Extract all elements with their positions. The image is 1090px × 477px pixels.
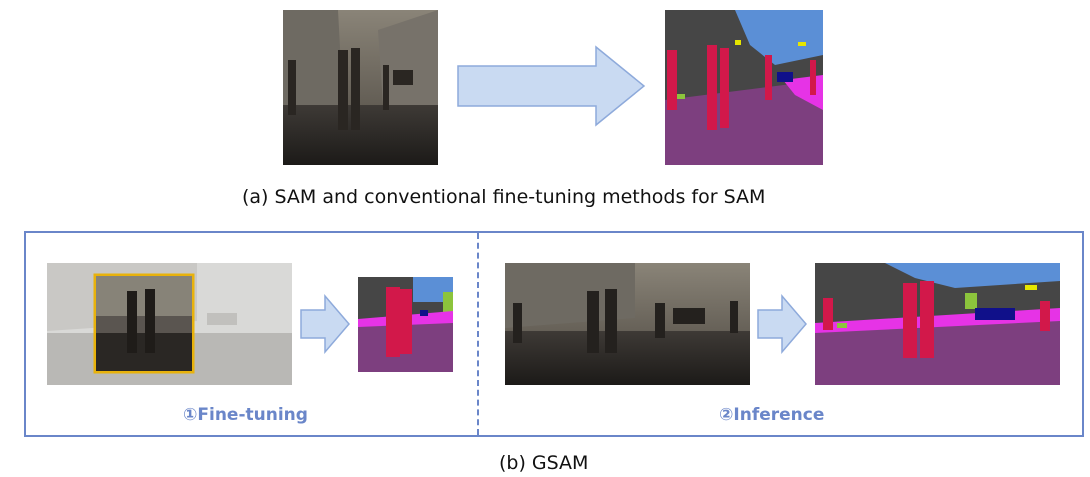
segmentation-output-a bbox=[665, 10, 823, 165]
caption-a: (a) SAM and conventional fine-tuning met… bbox=[242, 186, 766, 208]
input-photo-a bbox=[283, 10, 438, 165]
arrow-inference bbox=[756, 294, 808, 354]
step-divider bbox=[477, 233, 479, 435]
gsam-frame bbox=[24, 231, 1084, 437]
caption-b: (b) GSAM bbox=[499, 452, 589, 474]
arrow-finetune bbox=[299, 294, 351, 354]
step-label-inference: ②Inference bbox=[719, 405, 825, 425]
input-photo-finetune bbox=[47, 263, 292, 385]
segmentation-output-finetune bbox=[358, 277, 453, 372]
arrow-a bbox=[456, 45, 646, 127]
input-photo-inference bbox=[505, 263, 750, 385]
segmentation-output-inference bbox=[815, 263, 1060, 385]
crop-box bbox=[93, 273, 195, 374]
step-label-fine-tuning: ①Fine-tuning bbox=[183, 405, 308, 425]
